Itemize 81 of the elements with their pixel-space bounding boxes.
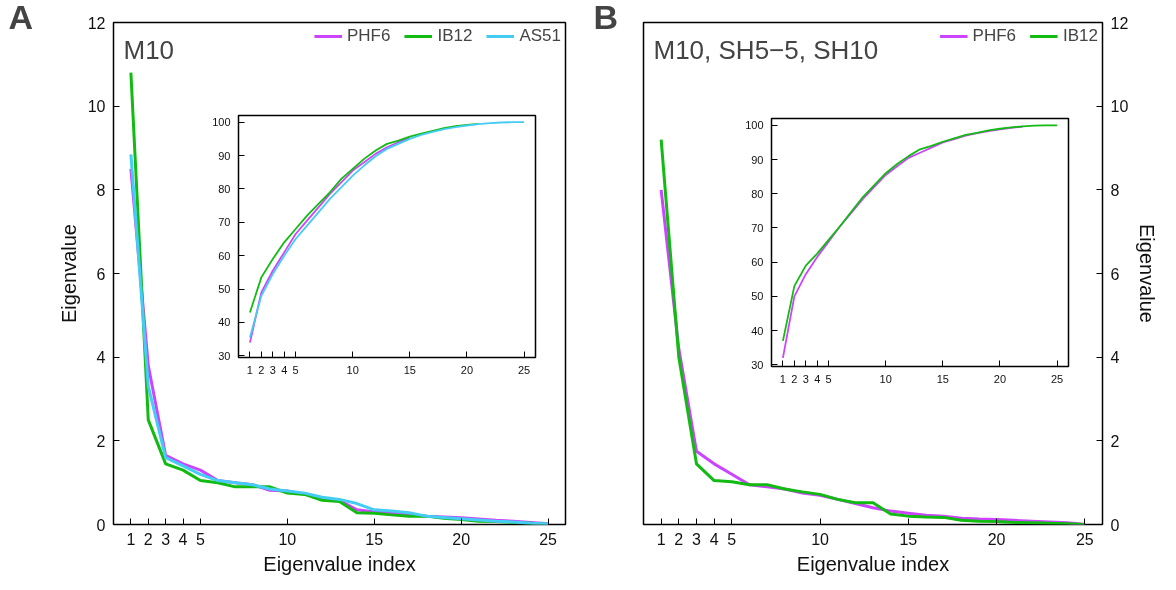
x-tick-label: 25 [1075,530,1094,548]
y-tick-label: 8 [96,181,106,199]
y-tick-label: 100 [212,116,231,129]
legend-label: IB12 [1063,26,1098,46]
x-tick-label: 5 [727,530,737,548]
x-tick-label: 2 [674,530,684,548]
y-tick-label: 0 [96,516,106,534]
x-tick-label: 20 [452,530,471,548]
y-tick-label: 50 [751,290,764,303]
x-tick-label: 4 [814,372,821,385]
line-series [782,124,1058,342]
legend-label: IB12 [437,26,473,46]
text: M10, SH5−5, SH10 [653,34,879,65]
x-tick-label: 5 [825,372,832,385]
y-tick-label: 2 [96,432,106,450]
x-tick-label: 20 [987,530,1006,548]
x-tick-label: 3 [802,372,809,385]
y-tick-label: 12 [87,14,106,32]
x-tick-label: 15 [899,530,918,548]
y-tick-label: 70 [218,216,231,229]
x-tick-label: 3 [692,530,702,548]
x-tick-label: 5 [195,530,205,548]
line-series [249,136,411,344]
x-tick-label: 1 [656,530,666,548]
y-tick-label: 100 [745,119,764,132]
x-tick-label: 3 [269,363,276,376]
legend-label: PHF6 [972,26,1017,46]
y-tick-label: 60 [751,256,764,269]
x-tick-label: 10 [879,372,892,385]
y-tick-label: 60 [218,249,231,262]
y-tick-label: 50 [218,283,231,296]
x-tick-label: 2 [258,363,265,376]
x-tick-label: 1 [246,363,253,376]
x-tick-label: 10 [346,363,359,376]
y-tick-label: 10 [87,98,106,116]
y-tick-label: 40 [751,324,764,337]
x-tick-label: 5 [292,363,299,376]
y-tick-label: 90 [218,149,231,162]
x-axis-title: Eigenvalue index [263,552,416,575]
x-tick-label: 20 [993,372,1007,385]
x-tick-label: 10 [811,530,830,548]
x-tick-label: 15 [365,530,384,548]
y2-tick-label: 8 [1110,181,1120,199]
y-axis-title: Eigenvalue [57,224,80,323]
x-tick-label: 3 [161,530,171,548]
y-tick-label: 6 [96,265,106,283]
y-tick-label: 90 [751,153,764,166]
y2-axis-title: Eigenvalue [1136,224,1159,323]
y-tick-label: 70 [751,221,764,234]
text: M10 [123,34,175,65]
y2-tick-label: 10 [1110,98,1129,116]
y-tick-label: 40 [218,316,231,329]
x-tick-label: 25 [539,530,558,548]
x-tick-label: 4 [709,530,719,548]
x-tick-label: 15 [403,363,416,376]
y-tick-label: 80 [218,182,231,195]
x-tick-label: 25 [517,363,531,376]
legend-label: PHF6 [346,26,391,46]
x-tick-label: 15 [936,372,949,385]
y2-tick-label: 2 [1110,432,1120,450]
y-tick-label: 30 [751,358,764,371]
x-tick-label: 4 [178,530,188,548]
x-axis-title: Eigenvalue index [796,552,950,575]
x-tick-label: 4 [281,363,288,376]
y2-tick-label: 6 [1110,265,1120,283]
legend-label: AS51 [519,26,561,46]
x-tick-label: 20 [460,363,474,376]
x-tick-label: 1 [779,372,786,385]
line-series [782,125,1024,359]
x-tick-label: 2 [791,372,798,385]
y-tick-label: 80 [751,187,764,200]
y2-tick-label: 12 [1110,14,1129,32]
text: A [8,0,34,36]
x-tick-label: 2 [143,530,153,548]
x-tick-label: 10 [278,530,297,548]
x-tick-label: 25 [1050,372,1064,385]
y-tick-label: 30 [218,349,231,362]
line-series [249,121,525,339]
text: B [593,0,619,36]
y2-tick-label: 0 [1110,516,1120,534]
x-tick-label: 1 [126,530,136,548]
